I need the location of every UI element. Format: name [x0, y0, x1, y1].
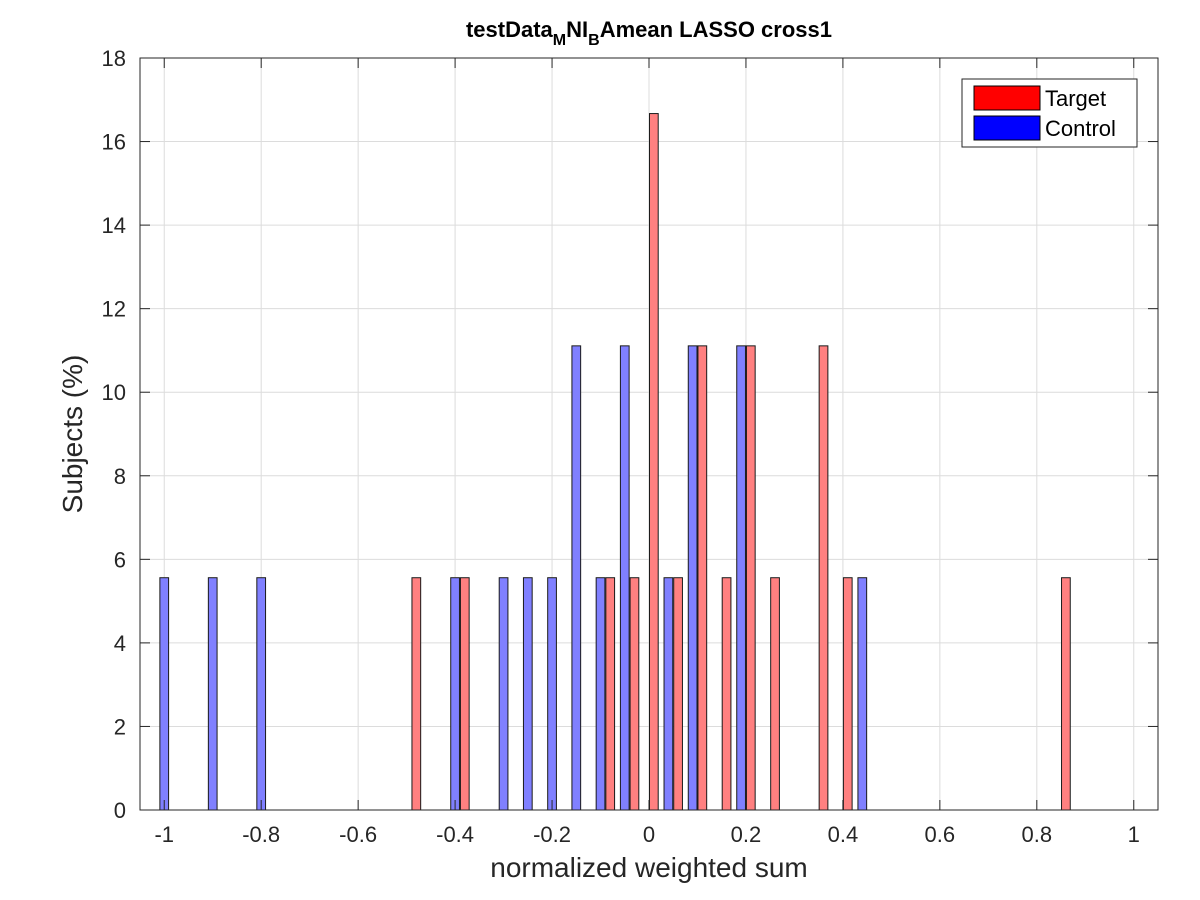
y-tick-labels: 0 2 4 6 8 10 12 14 16 18: [102, 46, 126, 823]
y-tick-label: 14: [102, 213, 126, 238]
bar-target: [605, 577, 616, 811]
bar-control: [450, 577, 460, 811]
bar-control: [547, 577, 557, 811]
y-tick-label: 4: [114, 631, 126, 656]
series-control: [159, 345, 868, 811]
bar-control: [159, 577, 170, 811]
bar-control: [522, 577, 533, 811]
bar-target: [745, 345, 756, 811]
title-suffix: Amean LASSO cross1: [600, 17, 832, 42]
x-tick-label: 0.2: [731, 822, 762, 847]
bar-target: [629, 577, 640, 811]
bar-control: [207, 577, 218, 811]
x-tick-label: 0.8: [1022, 822, 1053, 847]
bar-control: [687, 345, 698, 811]
title-middle: NI: [566, 17, 588, 42]
legend-label-target: Target: [1045, 86, 1106, 111]
title-subscript-1: M: [553, 32, 566, 49]
bar-control: [736, 345, 746, 811]
legend-label-control: Control: [1045, 116, 1116, 141]
bar-control: [619, 345, 630, 811]
bar-control: [857, 577, 868, 811]
y-tick-label: 18: [102, 46, 126, 71]
legend: Target Control: [961, 78, 1138, 148]
x-tick-label: -0.8: [242, 822, 280, 847]
bar-target: [721, 577, 732, 811]
x-tick-label: 0.6: [925, 822, 956, 847]
bar-control: [571, 345, 582, 811]
bar-control: [663, 577, 674, 811]
x-tick-label: 0: [643, 822, 655, 847]
legend-swatch-target: [973, 85, 1041, 111]
title-prefix: testData: [466, 17, 554, 42]
x-tick-labels: -1 -0.8 -0.6 -0.4 -0.2 0 0.2 0.4 0.6 0.8 1: [154, 822, 1139, 847]
x-tick-label: 1: [1128, 822, 1140, 847]
bar-target: [770, 577, 780, 811]
bar-target: [673, 577, 683, 811]
bar-control: [498, 577, 509, 811]
x-tick-label: 0.4: [828, 822, 859, 847]
legend-swatch-control: [973, 115, 1041, 141]
y-tick-label: 16: [102, 130, 126, 155]
y-tick-label: 6: [114, 547, 126, 572]
chart-title: testDataMNIBAmean LASSO cross1: [466, 17, 832, 49]
x-axis-label: normalized weighted sum: [490, 852, 808, 883]
bar-target: [842, 577, 853, 811]
x-tick-label: -1: [154, 822, 174, 847]
y-tick-label: 12: [102, 297, 126, 322]
y-tick-label: 2: [114, 714, 126, 739]
x-tick-label: -0.6: [339, 822, 377, 847]
bar-target: [459, 577, 470, 811]
x-tick-label: -0.4: [436, 822, 474, 847]
bar-target: [1061, 577, 1071, 811]
bar-target: [411, 577, 422, 811]
y-tick-label: 0: [114, 798, 126, 823]
bar-control: [595, 577, 606, 811]
bar-target: [648, 113, 659, 811]
bar-control: [256, 577, 267, 811]
y-axis-label: Subjects (%): [57, 355, 88, 514]
axis-ticks: [140, 57, 1158, 811]
title-subscript-2: B: [588, 32, 600, 49]
bar-target: [697, 345, 708, 811]
x-tick-label: -0.2: [533, 822, 571, 847]
y-tick-label: 8: [114, 464, 126, 489]
y-tick-label: 10: [102, 380, 126, 405]
bar-target: [818, 345, 829, 811]
